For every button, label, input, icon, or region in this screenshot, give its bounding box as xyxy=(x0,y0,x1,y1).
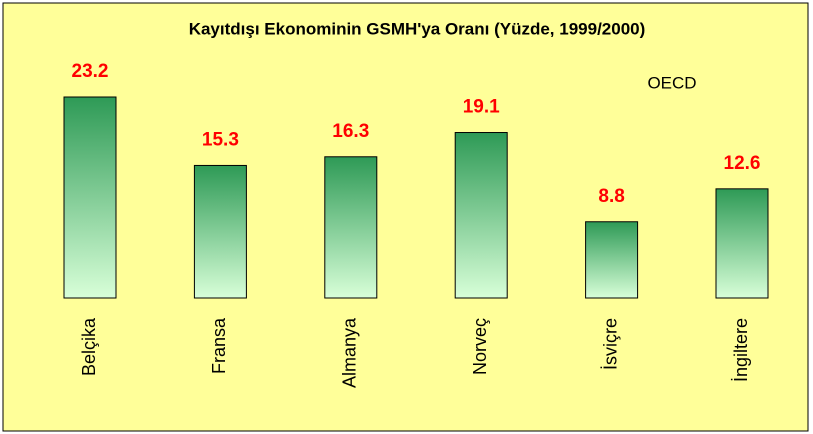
bar xyxy=(324,156,378,299)
value-label: 16.3 xyxy=(332,121,369,142)
x-tick-label: Almanya xyxy=(340,317,360,388)
value-label: 19.1 xyxy=(463,97,500,118)
bar xyxy=(585,221,639,299)
bar xyxy=(193,164,247,299)
x-tick-label: İngiltere xyxy=(731,318,751,382)
x-tick-label: İsviçre xyxy=(600,318,620,370)
value-label: 15.3 xyxy=(202,129,239,150)
annotation: OECD xyxy=(647,73,696,92)
value-label: 8.8 xyxy=(598,186,624,207)
bar xyxy=(63,96,117,299)
value-label: 12.6 xyxy=(724,153,761,174)
bar xyxy=(715,188,769,299)
x-tick-label: Fransa xyxy=(209,317,229,374)
x-tick-label: Norveç xyxy=(470,318,490,375)
value-label: 23.2 xyxy=(72,61,109,82)
x-tick-label: Belçika xyxy=(79,317,99,376)
bar xyxy=(454,132,508,299)
chart-title: Kayıtdışı Ekonominin GSMH'ya Oranı (Yüzd… xyxy=(189,19,646,38)
